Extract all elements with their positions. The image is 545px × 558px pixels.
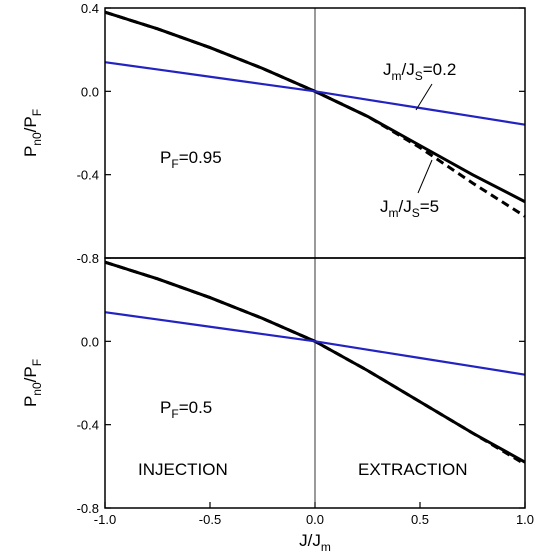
y-tick-label: -0.8	[77, 251, 99, 266]
annotation: Jm/JS=0.2	[383, 60, 456, 83]
text-part: P	[21, 396, 40, 407]
x-tick-label: 1.0	[516, 512, 534, 527]
text-part: =0.5	[179, 398, 213, 417]
y-tick-label: 0.4	[81, 1, 99, 16]
text-part: EXTRACTION	[358, 460, 468, 479]
text-part: INJECTION	[138, 460, 228, 479]
y-tick-label: 0.0	[81, 334, 99, 349]
plot-frame	[104, 257, 526, 509]
series-line	[104, 311, 526, 376]
text-part: J	[383, 60, 392, 79]
y-tick-label: 0.0	[81, 84, 99, 99]
text-part: m	[321, 540, 331, 554]
text-part: /P	[21, 116, 40, 132]
y-tick-label: -0.8	[77, 501, 99, 516]
text-part: J	[380, 197, 389, 216]
text-part: =0.95	[179, 148, 222, 167]
text-part: P	[160, 398, 171, 417]
y-tick-label: -0.4	[77, 418, 99, 433]
annotation: PF=0.95	[160, 148, 222, 171]
text-part: P	[160, 148, 171, 167]
text-part: F	[30, 359, 44, 366]
text-part: m	[392, 69, 402, 83]
x-tick-label: -0.5	[199, 512, 221, 527]
annotation: INJECTION	[138, 460, 228, 479]
text-part: F	[30, 109, 44, 116]
text-part: S	[415, 69, 423, 83]
text-part: =5	[420, 197, 439, 216]
x-tick-label: -1.0	[94, 512, 116, 527]
x-axis-label: J/Jm	[299, 531, 331, 554]
text-part: n0	[30, 132, 44, 146]
annotation: EXTRACTION	[358, 460, 468, 479]
leader-line	[415, 83, 433, 111]
text-part: m	[389, 206, 399, 220]
text-part: F	[171, 407, 178, 421]
text-part: n0	[30, 382, 44, 396]
y-axis-label: Pn0/PF	[21, 109, 44, 157]
text-part: P	[21, 146, 40, 157]
y-tick-label: -0.4	[77, 168, 99, 183]
text-part: =0.2	[423, 60, 457, 79]
x-tick-label: 0.5	[411, 512, 429, 527]
series-line	[104, 61, 526, 126]
x-tick-label: 0.0	[306, 512, 324, 527]
leader-line	[417, 159, 433, 194]
annotation: PF=0.5	[160, 398, 212, 421]
text-part: S	[412, 206, 420, 220]
text-part: F	[171, 157, 178, 171]
text-part: /J	[399, 197, 412, 216]
annotation: Jm/JS=5	[380, 197, 439, 220]
y-axis-label: Pn0/PF	[21, 359, 44, 407]
text-part: /P	[21, 366, 40, 382]
text-part: J/J	[299, 531, 321, 550]
text-part: /J	[402, 60, 415, 79]
